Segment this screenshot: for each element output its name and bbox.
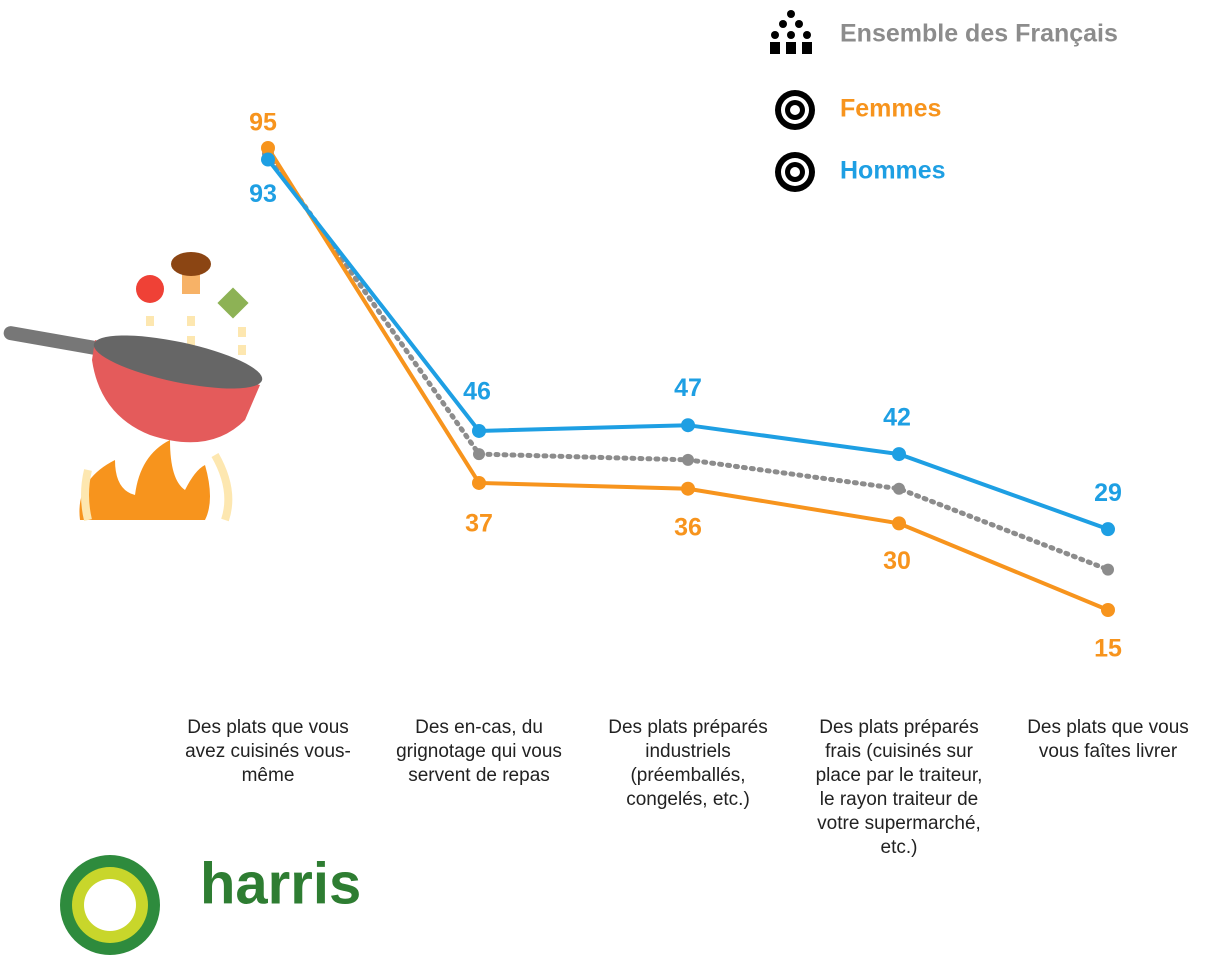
legend-icon: [775, 152, 815, 192]
point: [681, 482, 695, 496]
page: harris Ensemble des Français Femmes Hommes…: [0, 0, 1209, 959]
x-tick-label: Des plats préparés frais (cuisinés sur p…: [809, 716, 989, 860]
point: [261, 153, 275, 167]
legend-icon: [775, 90, 815, 130]
point: [893, 483, 905, 495]
x-tick-label: Des en-cas, du grignotage qui vous serve…: [389, 716, 569, 788]
logo: harris: [60, 851, 361, 955]
point: [681, 418, 695, 432]
data-label: 42: [883, 404, 911, 432]
x-tick-label: Des plats préparés industriels (préembal…: [598, 716, 778, 812]
line: [268, 154, 1108, 570]
data-label: 15: [1094, 635, 1122, 663]
data-label: 46: [463, 378, 491, 406]
data-label: 93: [249, 180, 277, 208]
point: [472, 476, 486, 490]
legend-label: Femmes: [840, 95, 941, 123]
legend-label: Hommes: [840, 157, 946, 185]
logo-text: harris: [200, 851, 361, 916]
data-label: 29: [1094, 479, 1122, 507]
illustration: [3, 252, 267, 520]
point: [473, 448, 485, 460]
data-label: 95: [249, 109, 277, 137]
point: [892, 447, 906, 461]
point: [892, 516, 906, 530]
point: [472, 424, 486, 438]
data-label: 47: [674, 374, 702, 402]
point: [1101, 522, 1115, 536]
point: [1101, 603, 1115, 617]
data-label: 30: [883, 547, 911, 575]
data-label: 37: [465, 510, 493, 538]
point: [1102, 564, 1114, 576]
legend-label: Ensemble des Français: [840, 20, 1118, 48]
x-tick-label: Des plats que vous avez cuisinés vous-mê…: [178, 716, 358, 788]
data-label: 36: [674, 513, 702, 541]
x-tick-label: Des plats que vous vous faîtes livrer: [1018, 716, 1198, 764]
legend-icon: [770, 10, 812, 54]
chart: harris Ensemble des Français Femmes Hommes…: [0, 0, 1209, 959]
point: [682, 454, 694, 466]
